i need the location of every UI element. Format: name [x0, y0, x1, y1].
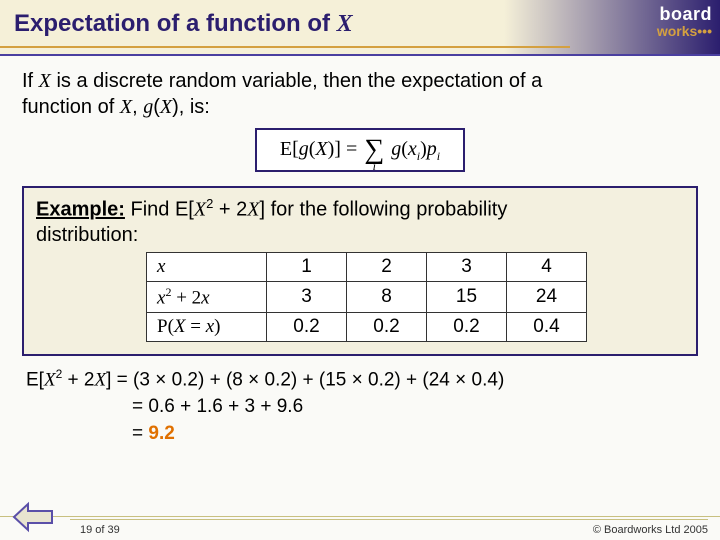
- table-row: x 1 2 3 4: [147, 252, 587, 281]
- slide-title: Expectation of a function of X: [14, 10, 706, 38]
- boardworks-logo: board works•••: [657, 4, 712, 39]
- slide-header: Expectation of a function of X board wor…: [0, 0, 720, 56]
- example-box: Example: Find E[X2 + 2X] for the followi…: [22, 186, 698, 356]
- title-variable: X: [337, 11, 353, 37]
- page-indicator: 19 of 39: [80, 524, 120, 536]
- prev-arrow-icon[interactable]: [12, 500, 54, 534]
- footer-divider: [70, 519, 708, 520]
- calc-line1: E[X2 + 2X] = (3 × 0.2) + (8 × 0.2) + (15…: [26, 366, 698, 394]
- calculation: E[X2 + 2X] = (3 × 0.2) + (8 × 0.2) + (15…: [26, 366, 698, 447]
- title-text: Expectation of a function of: [14, 10, 337, 37]
- probability-table: x 1 2 3 4 x2 + 2x 3 8 15 24 P(X = x) 0.2…: [146, 252, 587, 342]
- logo-line1: board: [657, 4, 712, 25]
- logo-line2: works•••: [657, 23, 712, 39]
- table-row: x2 + 2x 3 8 15 24: [147, 281, 587, 312]
- example-intro: Example: Find E[X2 + 2X] for the followi…: [36, 196, 684, 248]
- slide-body: If X is a discrete random variable, then…: [0, 56, 720, 447]
- copyright-text: © Boardworks Ltd 2005: [593, 524, 708, 536]
- slide-footer: 19 of 39 © Boardworks Ltd 2005: [0, 516, 720, 540]
- formula-box: E[g(X)] = ∑i g(xi)pi: [255, 128, 465, 172]
- calc-line3: = 9.2: [132, 421, 698, 448]
- formula: E[g(X)] = ∑i g(xi)pi: [280, 138, 440, 160]
- final-answer: 9.2: [148, 423, 174, 444]
- intro-text: If X is a discrete random variable, then…: [22, 68, 698, 120]
- title-underline: [0, 46, 570, 48]
- calc-line2: = 0.6 + 1.6 + 3 + 9.6: [132, 394, 698, 421]
- table-row: P(X = x) 0.2 0.2 0.2 0.4: [147, 312, 587, 341]
